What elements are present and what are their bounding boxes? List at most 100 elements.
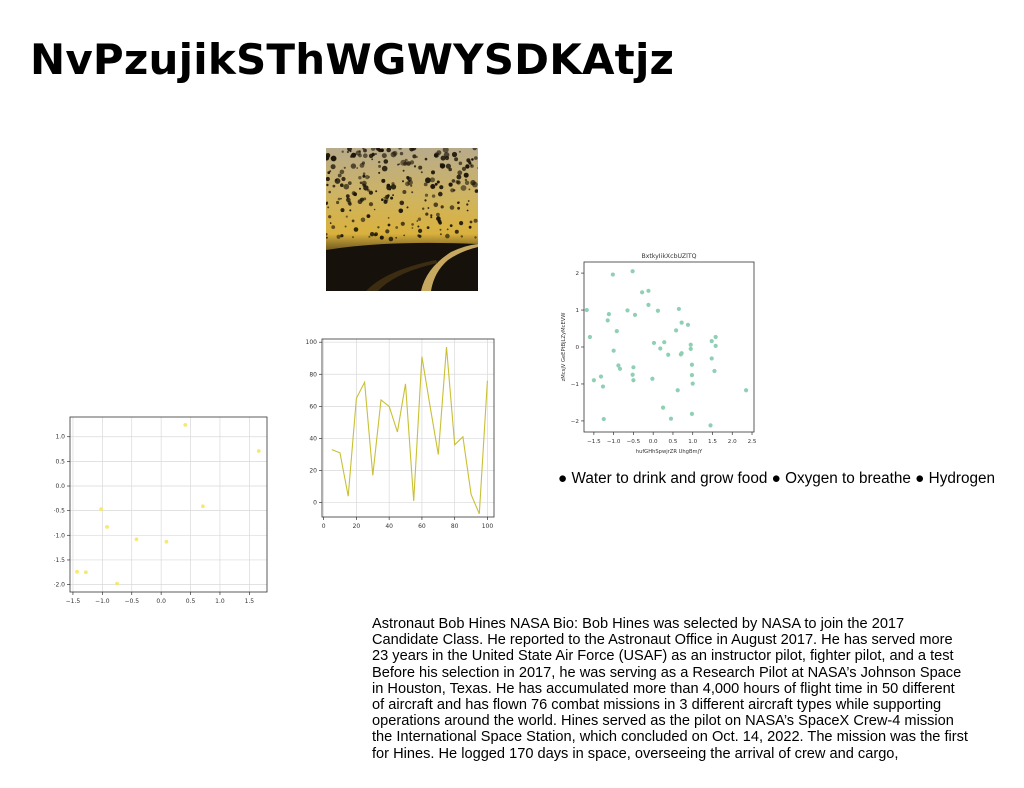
photo-speck xyxy=(433,202,439,208)
photo-speck xyxy=(464,178,468,182)
photo-speck xyxy=(358,176,362,180)
plot-frame xyxy=(321,338,495,518)
photo-speck xyxy=(368,235,371,238)
x-tick-label: 40 xyxy=(385,523,393,530)
data-point xyxy=(600,384,606,389)
data-point xyxy=(605,318,610,323)
data-point xyxy=(201,504,205,509)
data-point xyxy=(689,372,695,378)
photo-speck xyxy=(453,189,456,192)
photo-speck xyxy=(446,228,449,231)
photo-speck xyxy=(450,188,455,193)
photo-speck xyxy=(349,209,352,212)
photo-speck xyxy=(378,164,382,168)
data-point xyxy=(614,329,619,334)
data-point xyxy=(99,507,104,512)
y-tick-label: 1.0 xyxy=(55,434,65,441)
y-tick-label: 0.5 xyxy=(55,458,65,465)
photo-speck xyxy=(477,167,478,169)
data-point xyxy=(660,405,666,410)
photo-speck xyxy=(381,198,384,201)
data-point xyxy=(630,269,635,274)
photo-speck xyxy=(378,171,381,174)
photo-speck xyxy=(416,220,419,222)
photo-speck xyxy=(459,221,464,226)
photo-speck xyxy=(378,160,381,164)
photo-speck xyxy=(381,178,386,183)
photo-speck xyxy=(402,169,405,172)
x-tick-label: 1.0 xyxy=(688,439,697,445)
x-tick-label: −1.0 xyxy=(95,598,110,605)
photo-speck xyxy=(326,233,328,236)
photo-speck xyxy=(388,236,394,242)
x-axis-label: hufGHhSpwjrZR UhgBmjY xyxy=(636,449,703,455)
photo-speck xyxy=(457,170,463,176)
photo-speck xyxy=(406,176,410,180)
photo-speck xyxy=(402,190,407,194)
x-tick-label: 1.5 xyxy=(245,598,255,605)
photo-speck xyxy=(448,182,453,187)
photo-speck xyxy=(341,150,344,153)
x-tick-label: 1.0 xyxy=(215,598,225,605)
data-point xyxy=(708,423,713,428)
data-point xyxy=(688,342,693,347)
photo-road-shadow xyxy=(366,260,438,291)
photo-speck xyxy=(362,172,366,175)
y-tick-label: −1.5 xyxy=(54,557,65,564)
y-tick-label: 40 xyxy=(309,435,317,442)
photo-speck xyxy=(420,171,423,174)
photo-speck xyxy=(326,183,329,187)
x-tick-label: 100 xyxy=(482,523,494,530)
photo-speck xyxy=(351,152,356,158)
photo-speck xyxy=(350,163,357,169)
photo-speck xyxy=(344,225,347,228)
photo-speck xyxy=(461,166,467,171)
photo-speck xyxy=(400,159,407,166)
photo-speck xyxy=(392,150,398,156)
y-tick-label: 2 xyxy=(575,271,579,277)
photo-speck xyxy=(360,217,366,223)
data-point xyxy=(675,388,680,393)
photo-speck xyxy=(340,197,342,200)
photo-speck xyxy=(341,176,346,182)
photo-speck xyxy=(383,196,386,199)
photo-speck xyxy=(472,181,478,188)
photo-speck xyxy=(328,215,332,219)
photo-speck xyxy=(466,209,469,212)
photo-speck xyxy=(336,234,341,239)
y-tick-label: −2 xyxy=(571,419,579,425)
x-tick-label: 60 xyxy=(418,523,426,530)
photo-speck xyxy=(359,187,361,190)
photo-speck xyxy=(439,163,442,165)
y-tick-label: 0.0 xyxy=(55,483,65,490)
photo-speck xyxy=(405,181,410,187)
photo-speck xyxy=(424,157,428,161)
photo-speck xyxy=(474,189,478,193)
data-point xyxy=(679,351,684,356)
y-tick-label: −1 xyxy=(571,382,580,388)
photo-speck xyxy=(383,159,389,164)
data-point xyxy=(134,537,139,542)
photo-speck xyxy=(456,174,462,180)
data-point xyxy=(610,272,615,277)
photo-speck xyxy=(451,151,458,158)
photo-speck xyxy=(368,153,374,159)
photo-speck xyxy=(457,206,460,210)
photo-speck xyxy=(467,200,470,202)
photo-speck xyxy=(375,190,378,193)
data-point xyxy=(75,569,79,574)
photo-speck xyxy=(436,212,440,217)
data-point xyxy=(713,334,718,340)
data-point xyxy=(651,340,657,346)
photo-speck xyxy=(390,196,394,200)
bio-line: for Hines. He logged 170 days in space, … xyxy=(372,745,899,762)
x-tick-label: 0.5 xyxy=(669,439,678,445)
photo-speck xyxy=(440,205,444,209)
photo-speck xyxy=(411,148,417,151)
photo-speck xyxy=(445,163,451,169)
photo-speck xyxy=(406,206,409,209)
data-point xyxy=(689,411,695,416)
photo-speck xyxy=(337,173,342,178)
y-axis-label: zMcsjV GeEPtBjLZyMcEVW xyxy=(561,313,567,382)
y-tick-label: 1 xyxy=(575,308,579,314)
